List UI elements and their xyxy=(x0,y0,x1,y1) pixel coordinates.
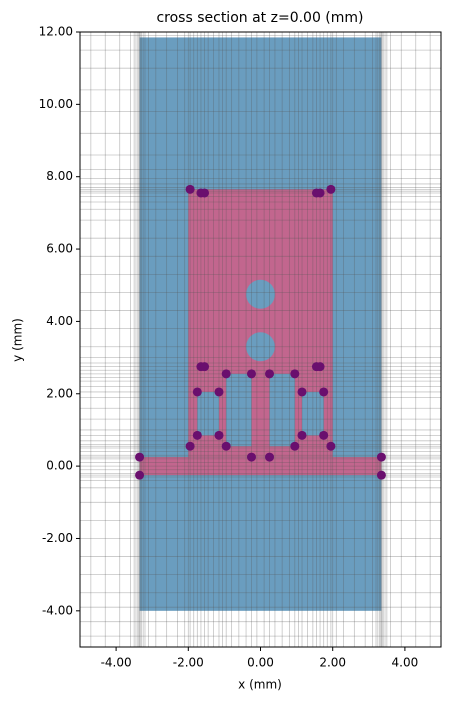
point xyxy=(326,441,336,451)
point xyxy=(185,441,195,451)
point xyxy=(200,188,210,198)
point xyxy=(200,362,210,372)
point xyxy=(135,452,145,462)
y-tick-label: 10.00 xyxy=(39,97,73,111)
hole xyxy=(246,332,275,362)
point xyxy=(135,470,145,480)
region xyxy=(302,391,324,436)
y-tick-label: 0.00 xyxy=(46,459,73,473)
point xyxy=(246,452,256,462)
point xyxy=(319,387,329,397)
hole xyxy=(246,279,275,309)
point xyxy=(376,470,386,480)
point xyxy=(315,188,325,198)
y-tick-label: 2.00 xyxy=(46,386,73,400)
region xyxy=(139,457,382,476)
y-tick-label: 4.00 xyxy=(46,314,73,328)
point xyxy=(192,387,202,397)
point xyxy=(214,387,224,397)
region xyxy=(269,373,295,447)
x-tick-label: 2.00 xyxy=(319,656,346,670)
point xyxy=(246,369,256,379)
chart-title: cross section at z=0.00 (mm) xyxy=(156,10,363,26)
point xyxy=(315,362,325,372)
y-tick-label: -2.00 xyxy=(42,531,73,545)
x-tick-label: 4.00 xyxy=(392,656,419,670)
point xyxy=(265,452,275,462)
point xyxy=(192,430,202,440)
region xyxy=(226,373,252,447)
point xyxy=(297,430,307,440)
point xyxy=(265,369,275,379)
point xyxy=(221,441,231,451)
x-tick-label: 0.00 xyxy=(247,656,274,670)
point xyxy=(326,184,336,194)
region xyxy=(197,391,219,436)
y-tick-label: 6.00 xyxy=(46,242,73,256)
point xyxy=(221,369,231,379)
point xyxy=(290,441,300,451)
point xyxy=(185,184,195,194)
point xyxy=(290,369,300,379)
point xyxy=(376,452,386,462)
x-tick-label: -2.00 xyxy=(173,656,204,670)
point xyxy=(297,387,307,397)
y-tick-label: 8.00 xyxy=(46,169,73,183)
y-tick-label: 12.00 xyxy=(39,25,73,39)
x-tick-label: -4.00 xyxy=(101,656,132,670)
y-axis-label: y (mm) xyxy=(11,318,25,362)
point xyxy=(319,430,329,440)
point xyxy=(214,430,224,440)
y-tick-label: -4.00 xyxy=(42,603,73,617)
x-axis-label: x (mm) xyxy=(238,678,282,692)
